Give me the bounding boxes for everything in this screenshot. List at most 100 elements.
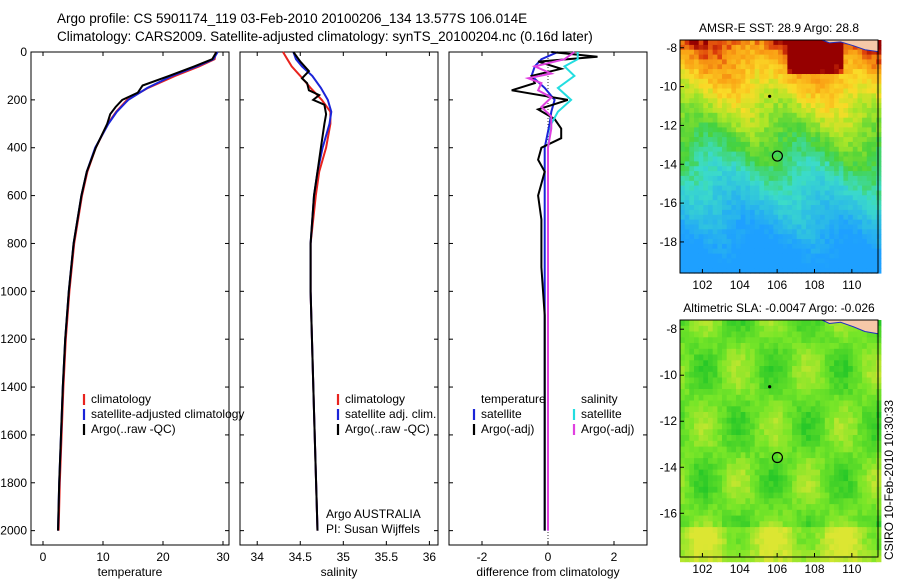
sla_map-cell bbox=[876, 325, 882, 333]
sla_map-cell bbox=[862, 550, 868, 557]
sst_map-cell bbox=[736, 69, 742, 75]
sla_map-cell bbox=[731, 521, 737, 528]
sla_map-cell bbox=[792, 406, 798, 413]
sla_map-cell bbox=[750, 521, 756, 528]
sla_map-cell bbox=[731, 406, 737, 413]
sst_map-cell bbox=[810, 239, 817, 245]
sst_map-cell bbox=[782, 59, 788, 65]
sst_map-cell bbox=[787, 166, 793, 172]
sla_map-cell bbox=[768, 498, 774, 505]
sst_map-cell bbox=[712, 103, 718, 109]
sst_map-cell bbox=[740, 108, 746, 114]
sst_map-cell bbox=[843, 83, 849, 90]
sla_map-cell bbox=[792, 412, 798, 419]
sla_map-cell bbox=[829, 371, 835, 379]
sst_map-cell bbox=[810, 74, 817, 80]
sst_map-cell bbox=[857, 185, 863, 192]
sst_map-cell bbox=[829, 214, 835, 221]
sst_map-cell bbox=[820, 209, 826, 216]
sst_map-cell bbox=[689, 83, 695, 90]
sst_map-cell bbox=[876, 127, 882, 133]
sst_map-cell bbox=[750, 108, 756, 114]
sst_map-cell bbox=[726, 40, 732, 46]
sst_map-cell bbox=[745, 200, 751, 206]
sst_map-cell bbox=[810, 200, 817, 206]
sst_map-cell bbox=[857, 151, 863, 158]
sla_map-cell bbox=[848, 532, 854, 540]
sst_map-cell bbox=[736, 74, 742, 80]
sst_map-cell bbox=[689, 64, 695, 70]
sla_map-cell bbox=[694, 538, 700, 545]
sst_map-cell bbox=[806, 209, 812, 216]
sla_map-cell bbox=[694, 521, 700, 528]
sst_map-cell bbox=[848, 248, 854, 255]
sst_map-cell bbox=[731, 141, 737, 148]
sst_map-cell bbox=[712, 190, 718, 196]
sla_map-cell bbox=[689, 452, 695, 459]
sst_map-cell bbox=[773, 93, 779, 99]
sla_map-cell bbox=[801, 486, 807, 494]
sst_map-cell bbox=[773, 74, 779, 80]
sla_map-cell bbox=[848, 498, 854, 505]
sla_map-cell bbox=[703, 469, 709, 476]
sla_map-cell bbox=[764, 394, 770, 402]
sla_map-cell bbox=[731, 400, 737, 407]
sla_map-cell bbox=[736, 521, 742, 528]
sst_map-cell bbox=[689, 40, 695, 46]
sla_map-cell bbox=[684, 504, 690, 511]
sst_map-cell bbox=[820, 156, 826, 162]
sla_map-cell bbox=[871, 509, 877, 517]
sst_map-cell bbox=[694, 88, 700, 94]
sla_map-cell bbox=[871, 544, 877, 551]
sst_map-cell bbox=[708, 132, 714, 138]
sla_map-cell bbox=[801, 498, 807, 505]
sla_map-cell bbox=[740, 360, 746, 367]
sst_map-cell bbox=[731, 263, 737, 269]
sla_map-cell bbox=[834, 417, 840, 425]
sst_map-cell bbox=[717, 44, 723, 51]
sla_map-cell bbox=[759, 446, 765, 453]
sla_map-cell bbox=[787, 532, 793, 540]
sst_map-cell bbox=[796, 190, 802, 196]
sst_map-cell bbox=[820, 190, 826, 196]
sla_map-cell bbox=[843, 475, 849, 482]
sst_map-cell bbox=[815, 69, 821, 75]
sla_map-cell bbox=[773, 320, 779, 327]
sst_map-cell bbox=[726, 74, 732, 80]
sst_map-cell bbox=[866, 64, 873, 70]
sla_map-cell bbox=[815, 383, 821, 390]
sst_map-cell bbox=[801, 209, 807, 216]
sst_map-cell bbox=[689, 229, 695, 235]
sla_map-cell bbox=[852, 325, 859, 333]
sla_map-cell bbox=[834, 555, 840, 563]
sla_map-cell bbox=[862, 458, 868, 465]
sst_map-cell bbox=[722, 146, 728, 153]
sst_map-cell bbox=[740, 253, 746, 260]
sst_map-cell bbox=[754, 83, 760, 90]
sst_map-cell bbox=[745, 151, 751, 158]
sst_map-cell bbox=[787, 88, 793, 94]
sst_map-cell bbox=[857, 122, 863, 128]
sst_map-cell bbox=[824, 229, 831, 235]
sst_map-cell bbox=[810, 190, 817, 196]
sst_map-cell bbox=[680, 229, 686, 235]
sla_map-xtick-label: 110 bbox=[842, 562, 861, 576]
sla_map-cell bbox=[768, 348, 774, 356]
sla_map-cell bbox=[768, 481, 774, 488]
sst_map-cell bbox=[722, 224, 728, 230]
sst_map-cell bbox=[787, 93, 793, 99]
sla_map-cell bbox=[694, 498, 700, 505]
sla_map-cell bbox=[806, 360, 812, 367]
sst_map-cell bbox=[689, 141, 695, 148]
sst_map-cell bbox=[694, 209, 700, 216]
sst_map-cell bbox=[684, 156, 690, 162]
sst_map-cell bbox=[703, 214, 709, 221]
sst_map-cell bbox=[857, 161, 863, 167]
sla_map-cell bbox=[852, 348, 859, 356]
sst_map-cell bbox=[750, 190, 756, 196]
sst_map-cell bbox=[708, 156, 714, 162]
sst_map-cell bbox=[838, 108, 845, 114]
sst_map-cell bbox=[694, 141, 700, 148]
sst_map-cell bbox=[787, 141, 793, 148]
sla_map-cell bbox=[852, 360, 859, 367]
